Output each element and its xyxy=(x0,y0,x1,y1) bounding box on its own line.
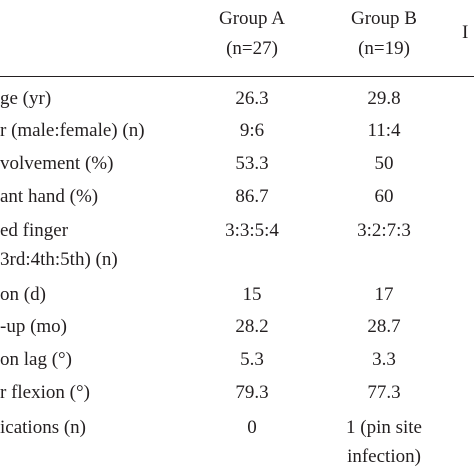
group-b-header: Group B xyxy=(351,8,417,29)
row-value-b: 3.3 xyxy=(372,349,396,370)
row-value-b: 3:2:7:3 xyxy=(357,220,411,241)
row-value-a: 26.3 xyxy=(235,88,269,109)
row-value-a: 28.2 xyxy=(235,316,269,337)
row-value-b: 77.3 xyxy=(367,382,401,403)
row-label: on (d) xyxy=(0,284,46,305)
header-rule xyxy=(0,76,474,77)
row-value-a: 9:6 xyxy=(239,120,265,141)
row-label: 3rd:4th:5th) (n) xyxy=(0,249,118,270)
row-value-b: 28.7 xyxy=(367,316,401,337)
row-value-b: 1 (pin site xyxy=(346,417,422,438)
row-value-a: 0 xyxy=(247,417,257,438)
group-b-n: (n=19) xyxy=(358,38,410,59)
row-label: on lag (°) xyxy=(0,349,72,370)
row-value-b: 60 xyxy=(374,186,394,207)
row-value-a: 5.3 xyxy=(240,349,264,370)
group-a-header: Group A xyxy=(219,8,285,29)
row-label: volvement (%) xyxy=(0,153,114,174)
row-value-a: 53.3 xyxy=(235,153,269,174)
row-label: -up (mo) xyxy=(0,316,68,337)
row-label: r flexion (°) xyxy=(0,382,90,403)
row-label: ge (yr) xyxy=(0,88,52,109)
row-value-a: 3:3:5:4 xyxy=(225,220,279,241)
header-edge-fragment: I xyxy=(462,22,469,43)
row-value-b: infection) xyxy=(347,446,421,467)
row-value-b: 50 xyxy=(374,153,394,174)
row-value-a: 86.7 xyxy=(235,186,269,207)
row-value-a: 15 xyxy=(242,284,262,305)
row-label: r (male:female) (n) xyxy=(0,120,145,141)
row-label: ications (n) xyxy=(0,417,87,438)
row-value-b: 11:4 xyxy=(367,120,401,141)
group-a-n: (n=27) xyxy=(226,38,278,59)
row-label: ed finger xyxy=(0,220,69,241)
row-value-b: 29.8 xyxy=(367,88,401,109)
row-value-a: 79.3 xyxy=(235,382,269,403)
row-label: ant hand (%) xyxy=(0,186,99,207)
row-value-b: 17 xyxy=(374,284,394,305)
